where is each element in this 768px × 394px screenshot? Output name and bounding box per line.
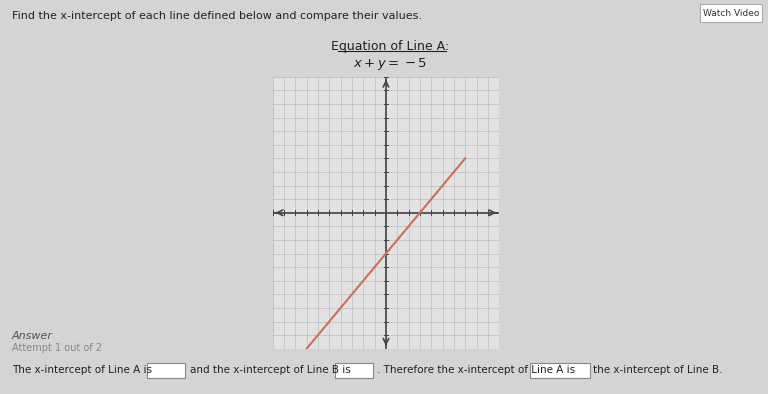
Bar (700, 4, 762, 22)
Text: Graph of Line B:: Graph of Line B: (339, 78, 441, 91)
Text: $x + y = -5$: $x + y = -5$ (353, 56, 427, 72)
Text: Answer: Answer (12, 331, 53, 341)
Text: Find the x-intercept of each line defined below and compare their values.: Find the x-intercept of each line define… (12, 11, 422, 21)
Text: and the x-intercept of Line B is: and the x-intercept of Line B is (190, 365, 351, 375)
Text: the x-intercept of Line B.: the x-intercept of Line B. (593, 365, 723, 375)
Text: . Therefore the x-intercept of Line A is: . Therefore the x-intercept of Line A is (377, 365, 575, 375)
Text: Watch Video: Watch Video (703, 9, 760, 17)
Bar (335, 363, 373, 378)
Bar (530, 363, 590, 378)
Text: Attempt 1 out of 2: Attempt 1 out of 2 (12, 343, 102, 353)
Bar (147, 363, 185, 378)
Text: Equation of Line A:: Equation of Line A: (331, 39, 449, 52)
Text: The x-intercept of Line A is: The x-intercept of Line A is (12, 365, 152, 375)
